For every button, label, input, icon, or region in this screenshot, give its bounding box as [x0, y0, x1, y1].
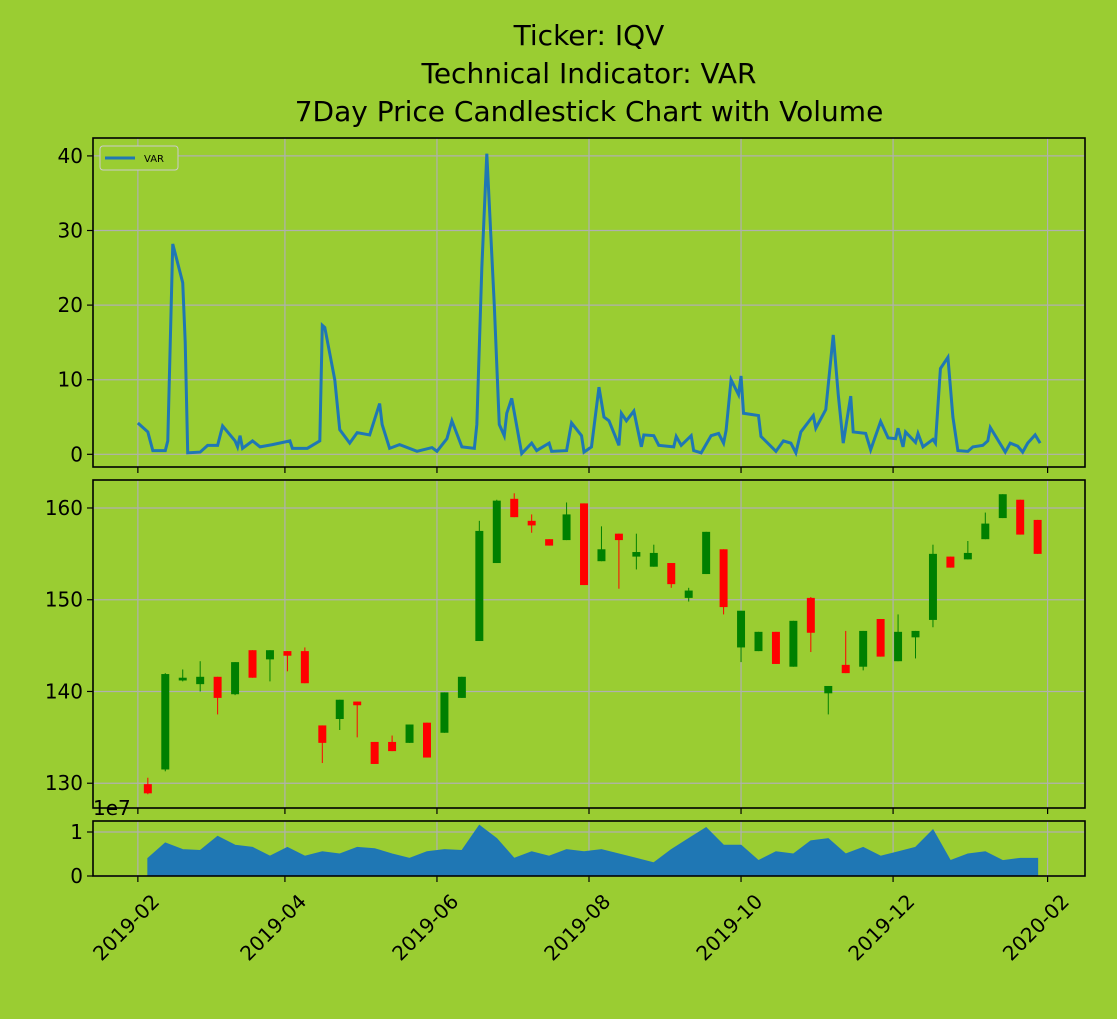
y-tick-label: 130: [45, 771, 83, 795]
axis-offset-label: 1e7: [93, 796, 131, 820]
y-tick-label: 20: [58, 293, 83, 317]
candle-body: [1033, 519, 1042, 554]
candle-body: [300, 651, 309, 684]
candle-body: [161, 674, 170, 770]
legend: VAR: [99, 145, 179, 171]
candle-body: [353, 701, 362, 706]
chart-title: 7Day Price Candlestick Chart with Volume: [295, 95, 884, 128]
candle-body: [963, 552, 972, 560]
candle-body: [492, 500, 501, 564]
candle-body: [265, 650, 274, 660]
y-tick-label: 40: [58, 144, 83, 168]
candle-body: [876, 618, 885, 657]
area-series: [147, 824, 1039, 877]
y-tick-label: 150: [45, 588, 83, 612]
legend-box: [99, 145, 179, 171]
y-tick-label: 160: [45, 496, 83, 520]
candle-body: [737, 610, 746, 648]
candle-body: [859, 630, 868, 667]
candle-body: [771, 631, 780, 664]
candle-body: [231, 662, 240, 695]
legend-label: VAR: [144, 154, 164, 165]
candle-body: [632, 552, 641, 557]
y-tick-label: 1: [70, 820, 83, 844]
candle-body: [545, 539, 554, 546]
candle-body: [562, 514, 571, 541]
candle-body: [335, 699, 344, 720]
plot-frame: [92, 820, 1086, 877]
y-tick-label: 10: [58, 368, 83, 392]
candle-body: [946, 556, 955, 568]
candle-body: [894, 631, 903, 662]
plot-frame: [92, 479, 1086, 809]
y-tick-label: 0: [70, 864, 83, 888]
candle-body: [719, 549, 728, 608]
candle-body: [981, 523, 990, 540]
candle-body: [824, 685, 833, 694]
candle-body: [510, 498, 519, 518]
candle-body: [143, 784, 152, 794]
candle-body: [178, 677, 187, 681]
candle-body: [1016, 499, 1025, 535]
candle-body: [405, 724, 414, 743]
candle-body: [440, 692, 449, 733]
candle-body: [684, 590, 693, 598]
line-series: [136, 153, 1042, 458]
candle-body: [911, 630, 920, 638]
candle-body: [370, 741, 379, 764]
chart-title: Technical Indicator: VAR: [420, 57, 756, 90]
candle-body: [248, 650, 257, 678]
candle-body: [196, 676, 205, 685]
candle-body: [998, 494, 1007, 519]
candle-body: [475, 530, 484, 642]
candle-body: [841, 664, 850, 674]
y-tick-label: 140: [45, 679, 83, 703]
candle-body: [318, 725, 327, 743]
candle-body: [789, 620, 798, 667]
candle-body: [388, 741, 397, 752]
candle-body: [283, 651, 292, 656]
candle-body: [597, 549, 606, 562]
candle-body: [667, 563, 676, 585]
candle-body: [457, 676, 466, 698]
y-tick-label: 30: [58, 219, 83, 243]
candle-body: [754, 631, 763, 652]
candle-body: [614, 533, 623, 541]
candle-body: [649, 552, 658, 567]
y-tick-label: 0: [70, 442, 83, 466]
candle-body: [928, 553, 937, 620]
candle-body: [702, 531, 711, 575]
chart-title: Ticker: IQV: [513, 19, 665, 52]
candle-body: [213, 676, 222, 698]
candle-body: [580, 503, 589, 586]
candle-body: [527, 520, 536, 526]
plot-frame: [92, 137, 1086, 468]
candle-body: [423, 722, 431, 758]
candle-body: [806, 597, 815, 633]
